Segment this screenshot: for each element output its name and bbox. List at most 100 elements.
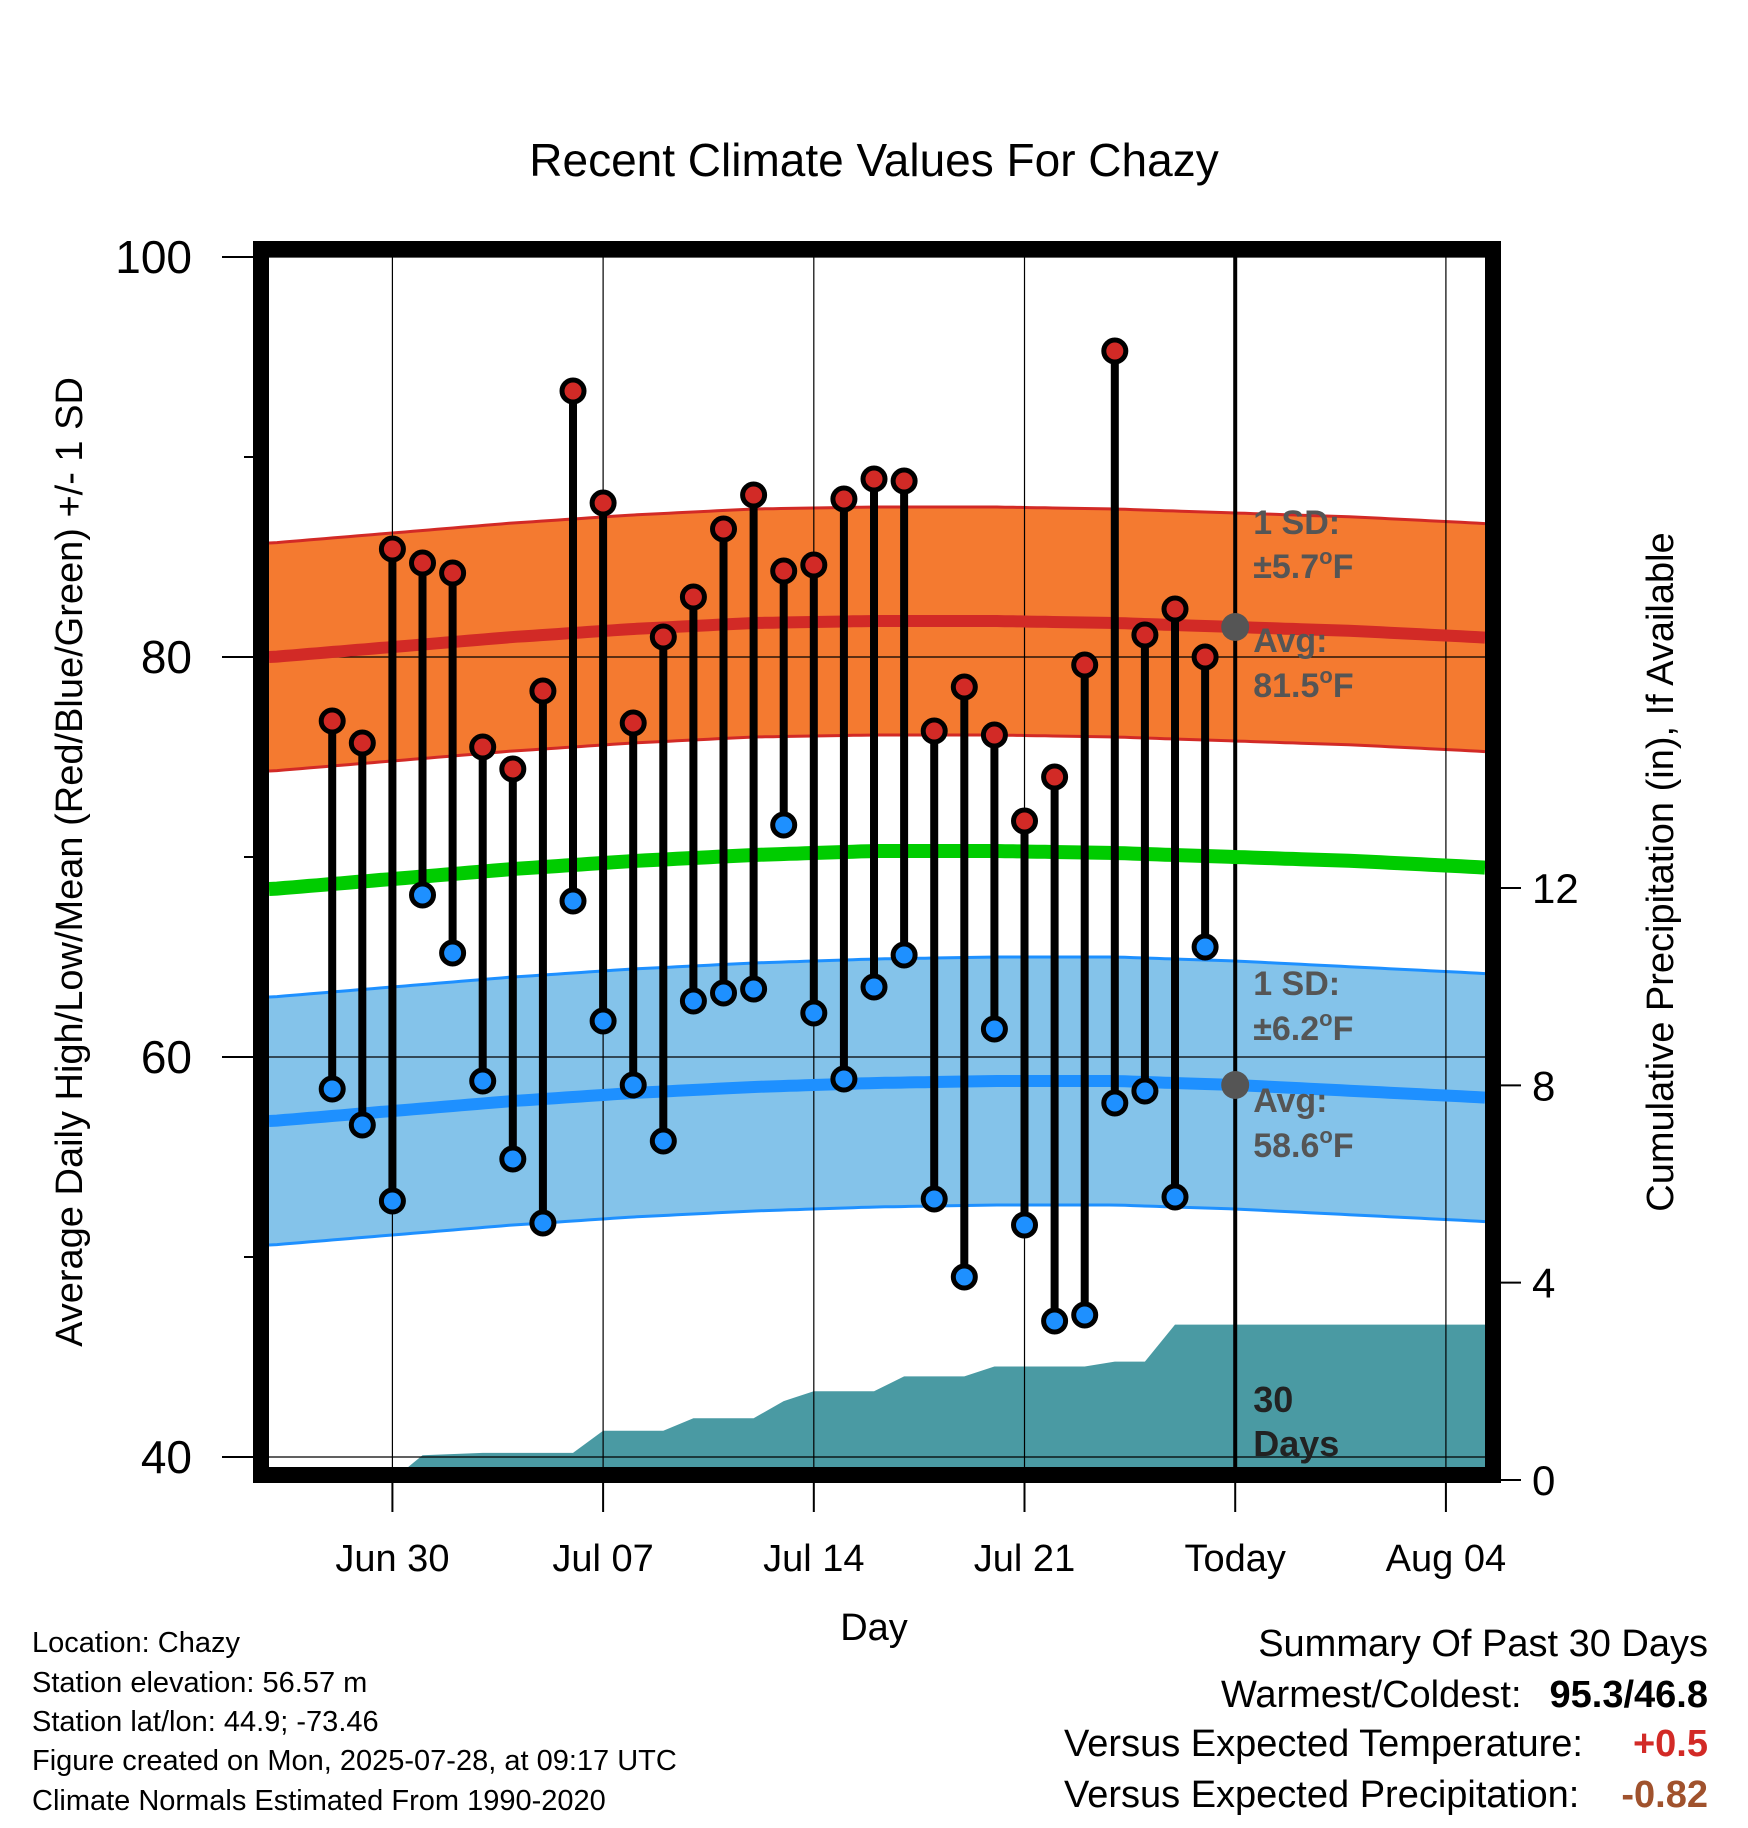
y2-tick-label: 12: [1532, 865, 1579, 912]
x-tick-label: Aug 04: [1386, 1538, 1506, 1580]
normals-text: Climate Normals Estimated From 1990-2020: [32, 1785, 606, 1817]
temp-label: Versus Expected Temperature:: [1064, 1723, 1583, 1765]
y-tick-label: 100: [115, 231, 192, 283]
low-point: [920, 1185, 948, 1213]
high-point: [439, 559, 467, 587]
low-point: [830, 1065, 858, 1093]
high-point: [378, 535, 406, 563]
high-point: [830, 485, 858, 513]
chart-title: Recent Climate Values For Chazy: [529, 134, 1218, 186]
low-point: [619, 1071, 647, 1099]
low-point: [1161, 1183, 1189, 1211]
low-avg-line: [268, 1075, 1486, 1127]
created-text: Figure created on Mon, 2025-07-28, at 09…: [32, 1745, 677, 1777]
plot-frame: [253, 241, 1501, 1483]
summary-temp-row: Versus Expected Temperature: +0.5: [1064, 1723, 1708, 1766]
x-tick-label: Jul 07: [552, 1538, 653, 1580]
y-tick-label: 60: [141, 1031, 192, 1083]
high-point: [469, 733, 497, 761]
high-point: [1191, 643, 1219, 671]
location-text: Location: Chazy: [32, 1627, 240, 1659]
high-point: [1041, 763, 1069, 791]
high-avg-label: Avg:: [1253, 622, 1327, 660]
today-high-avg-dot: [1221, 613, 1250, 641]
high-point: [1131, 621, 1159, 649]
high-sd-label: 1 SD:: [1253, 504, 1340, 542]
y-axis-label: Average Daily High/Low/Mean (Red/Blue/Gr…: [49, 377, 91, 1347]
high-point: [1101, 337, 1129, 365]
latlon-text: Station lat/lon: 44.9; -73.46: [32, 1706, 379, 1738]
low-point: [1101, 1089, 1129, 1117]
low-point: [409, 881, 437, 909]
low-point: [950, 1263, 978, 1291]
y2-tick-label: 4: [1532, 1260, 1555, 1307]
period-number: 30: [1253, 1379, 1293, 1420]
high-point: [950, 673, 978, 701]
warmest-value: 95.3/46.8: [1549, 1674, 1708, 1716]
elevation-text: Station elevation: 56.57 m: [32, 1667, 368, 1699]
y-tick-label: 80: [141, 631, 192, 683]
low-point: [980, 1015, 1008, 1043]
high-point: [1161, 595, 1189, 623]
low-sd-value: ±6.2oF: [1253, 1006, 1353, 1048]
y2-tick-label: 8: [1532, 1062, 1555, 1109]
today-low-avg-dot: [1221, 1071, 1250, 1099]
high-point: [529, 677, 557, 705]
low-point: [378, 1187, 406, 1215]
summary-heading: Summary Of Past 30 Days: [1258, 1623, 1708, 1665]
temp-value: +0.5: [1632, 1723, 1708, 1765]
high-point: [499, 755, 527, 783]
y2-axis-label: Cumulative Precipitation (in), If Availa…: [1640, 532, 1682, 1211]
low-point: [318, 1075, 346, 1103]
low-point: [679, 987, 707, 1015]
high-point: [559, 377, 587, 405]
low-point: [890, 941, 918, 969]
low-point: [800, 999, 828, 1027]
high-point: [409, 549, 437, 577]
summary-precip-row: Versus Expected Precipitation: -0.82: [1064, 1774, 1708, 1817]
high-point: [890, 467, 918, 495]
x-tick-label: Jun 30: [335, 1538, 449, 1580]
low-sd-label: 1 SD:: [1253, 965, 1340, 1003]
high-point: [619, 709, 647, 737]
warmest-label: Warmest/Coldest:: [1220, 1674, 1522, 1716]
high-point: [679, 583, 707, 611]
precip-area: [392, 1324, 1567, 1480]
period-word: Days: [1253, 1423, 1339, 1464]
x-tick-label: Today: [1185, 1538, 1286, 1580]
high-point: [800, 551, 828, 579]
low-point: [1071, 1301, 1099, 1329]
high-point: [589, 489, 617, 517]
low-point: [439, 939, 467, 967]
high-point: [860, 465, 888, 493]
low-point: [1131, 1077, 1159, 1105]
low-point: [860, 973, 888, 1001]
high-point: [710, 515, 738, 543]
x-axis-label: Day: [840, 1607, 908, 1649]
high-point: [1011, 807, 1039, 835]
high-point: [649, 623, 677, 651]
low-point: [740, 975, 768, 1003]
low-sd-band-lower-edge: [268, 1203, 1486, 1247]
low-point: [469, 1067, 497, 1095]
low-point: [1191, 933, 1219, 961]
low-sd-band: [269, 957, 1485, 1245]
high-point: [1071, 651, 1099, 679]
high-avg-value: 81.5oF: [1253, 663, 1353, 705]
high-point: [318, 707, 346, 735]
low-point: [649, 1127, 677, 1155]
high-sd-value: ±5.7oF: [1253, 544, 1353, 586]
x-tick-label: Jul 14: [763, 1538, 864, 1580]
low-avg-value: 58.6oF: [1253, 1123, 1353, 1165]
low-point: [1041, 1307, 1069, 1335]
summary-warmest-row: Warmest/Coldest: 95.3/46.8: [1221, 1674, 1708, 1717]
low-point: [348, 1111, 376, 1139]
precip-label: Versus Expected Precipitation:: [1063, 1774, 1580, 1816]
y2-tick-label: 0: [1532, 1457, 1555, 1504]
high-point: [920, 717, 948, 745]
low-avg-label: Avg:: [1253, 1082, 1327, 1120]
high-point: [348, 729, 376, 757]
low-point: [710, 979, 738, 1007]
high-point: [980, 721, 1008, 749]
